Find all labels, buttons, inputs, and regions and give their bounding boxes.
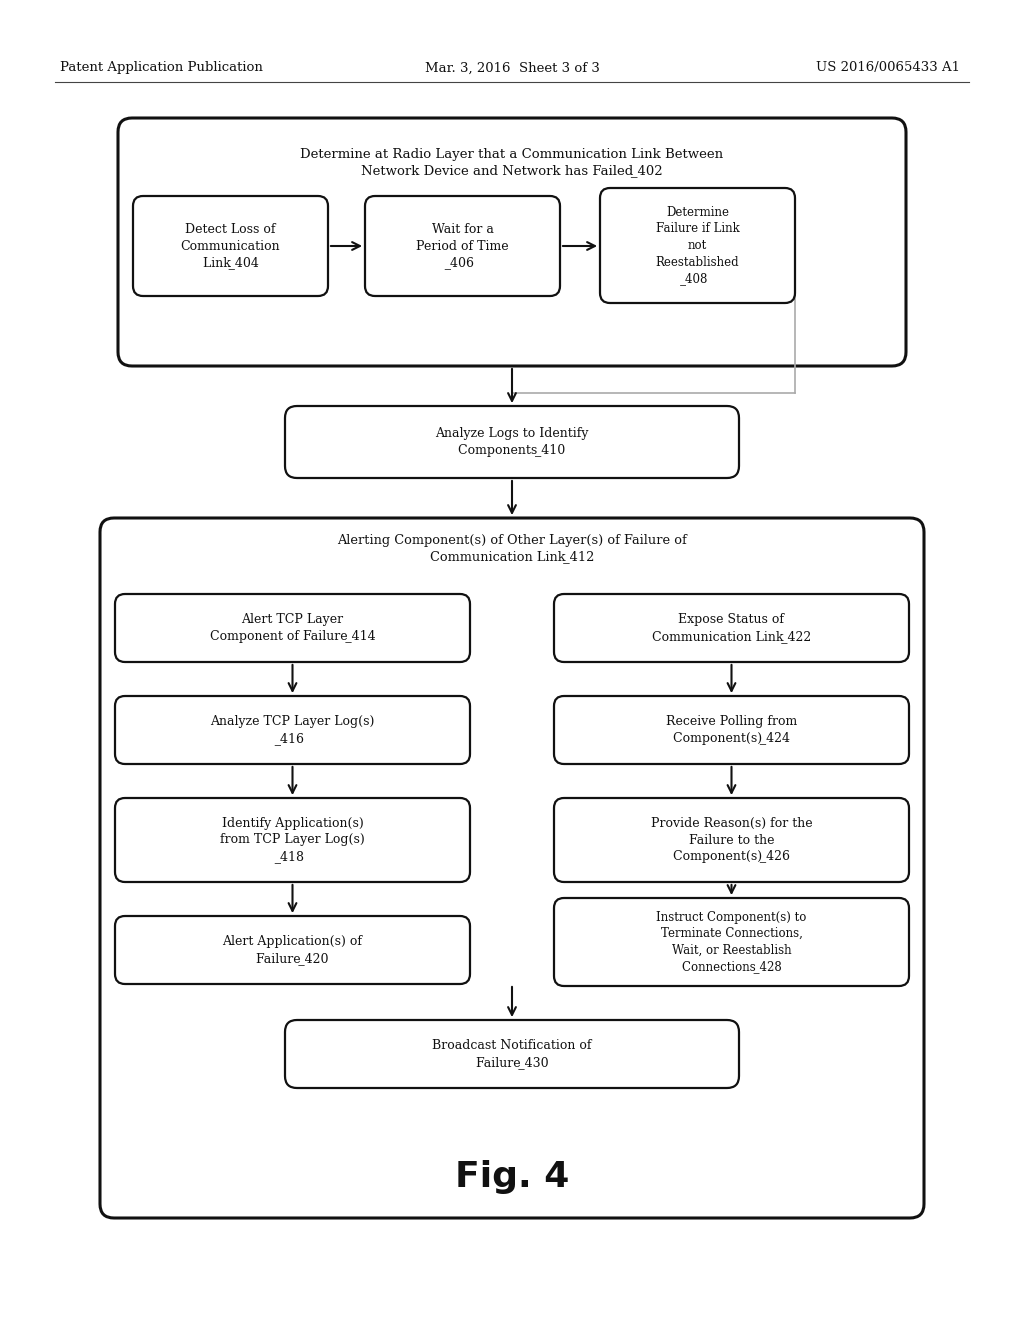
Text: Provide Reason(s) for the
Failure to the
Component(s) ̲426: Provide Reason(s) for the Failure to the… [650,817,812,863]
Text: US 2016/0065433 A1: US 2016/0065433 A1 [816,62,961,74]
Text: Fig. 4: Fig. 4 [455,1160,569,1195]
FancyBboxPatch shape [118,117,906,366]
FancyBboxPatch shape [133,195,328,296]
Text: Determine at Radio Layer that a Communication Link Between
Network Device and Ne: Determine at Radio Layer that a Communic… [300,148,724,177]
FancyBboxPatch shape [554,696,909,764]
FancyBboxPatch shape [285,407,739,478]
Text: Instruct Component(s) to
Terminate Connections,
Wait, or Reestablish
Connections: Instruct Component(s) to Terminate Conne… [656,911,807,973]
Text: Analyze Logs to Identify
Components ̲410: Analyze Logs to Identify Components ̲410 [435,428,589,457]
Text: Detect Loss of
Communication
Link ̲404: Detect Loss of Communication Link ̲404 [180,223,281,269]
Text: Wait for a
Period of Time
̲406: Wait for a Period of Time ̲406 [416,223,509,269]
FancyBboxPatch shape [115,799,470,882]
FancyBboxPatch shape [554,799,909,882]
Text: Alert TCP Layer
Component of Failure ̲414: Alert TCP Layer Component of Failure ̲41… [210,614,376,643]
FancyBboxPatch shape [285,1020,739,1088]
FancyBboxPatch shape [554,898,909,986]
Text: Analyze TCP Layer Log(s)
̲416: Analyze TCP Layer Log(s) ̲416 [210,715,375,744]
FancyBboxPatch shape [115,916,470,983]
Text: Patent Application Publication: Patent Application Publication [60,62,263,74]
Text: Determine
Failure if Link
not
Reestablished
̲408: Determine Failure if Link not Reestablis… [655,206,739,285]
FancyBboxPatch shape [115,696,470,764]
Text: Mar. 3, 2016  Sheet 3 of 3: Mar. 3, 2016 Sheet 3 of 3 [425,62,599,74]
FancyBboxPatch shape [554,594,909,663]
Text: Broadcast Notification of
Failure ̲430: Broadcast Notification of Failure ̲430 [432,1039,592,1069]
FancyBboxPatch shape [600,187,795,304]
Text: Alert Application(s) of
Failure ̲420: Alert Application(s) of Failure ̲420 [222,936,362,965]
Text: Receive Polling from
Component(s) ̲424: Receive Polling from Component(s) ̲424 [666,715,797,744]
Text: Identify Application(s)
from TCP Layer Log(s)
̲418: Identify Application(s) from TCP Layer L… [220,817,365,863]
FancyBboxPatch shape [365,195,560,296]
FancyBboxPatch shape [100,517,924,1218]
Text: Alerting Component(s) of Other Layer(s) of Failure of
Communication Link ̲412: Alerting Component(s) of Other Layer(s) … [337,535,687,564]
FancyBboxPatch shape [115,594,470,663]
Text: Expose Status of
Communication Link ̲422: Expose Status of Communication Link ̲422 [652,614,811,643]
